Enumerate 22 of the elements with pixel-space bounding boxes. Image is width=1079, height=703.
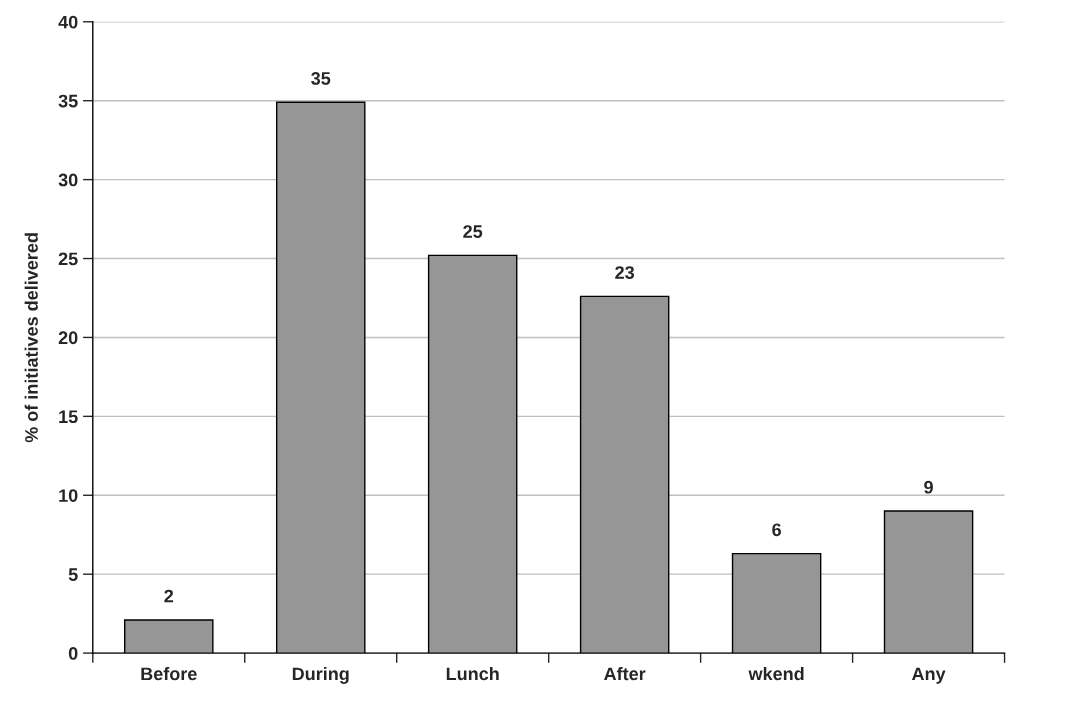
data-label: 35 bbox=[311, 72, 331, 85]
data-label: 6 bbox=[772, 523, 781, 537]
x-tick-label: After bbox=[604, 666, 646, 681]
x-tick-label: wkend bbox=[748, 666, 804, 681]
data-label: 9 bbox=[924, 480, 933, 494]
y-tick-label: 15 bbox=[59, 410, 78, 424]
x-tick-label: Any bbox=[911, 667, 946, 684]
y-tick-label: 30 bbox=[58, 173, 78, 187]
data-label: 2 bbox=[164, 589, 174, 603]
x-tick-label: During bbox=[292, 666, 349, 684]
data-label: 23 bbox=[615, 266, 635, 279]
x-tick-label: Before bbox=[141, 666, 197, 681]
y-tick-label: 20 bbox=[58, 331, 78, 345]
y-axis-title: % of initiatives delivered bbox=[24, 233, 38, 443]
y-tick-label: 40 bbox=[58, 15, 78, 29]
y-tick-label: 35 bbox=[58, 94, 78, 108]
data-label: 25 bbox=[463, 225, 483, 238]
y-tick-label: 0 bbox=[68, 647, 78, 660]
y-tick-label: 25 bbox=[58, 252, 78, 266]
y-tick-label: 5 bbox=[68, 568, 78, 581]
x-tick-label: Lunch bbox=[446, 666, 499, 681]
y-tick-label: 10 bbox=[59, 489, 78, 502]
